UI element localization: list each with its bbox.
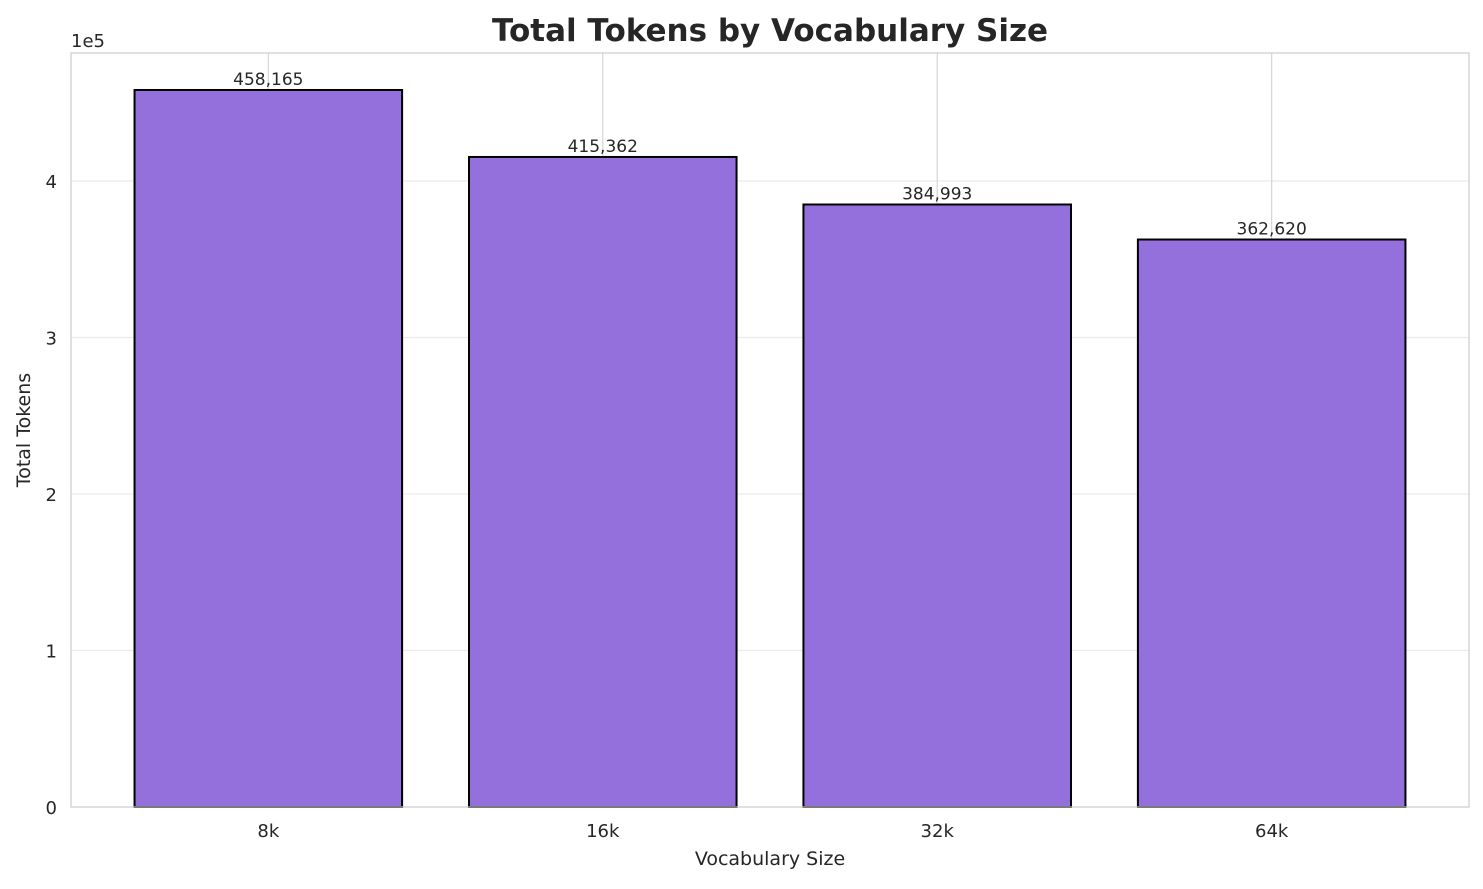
y-tick-label: 4 — [46, 172, 57, 193]
x-tick-label: 16k — [586, 821, 620, 842]
chart-title: Total Tokens by Vocabulary Size — [492, 13, 1048, 49]
data-label: 458,165 — [233, 70, 303, 90]
y-tick-label: 2 — [46, 485, 57, 506]
y-offset-label: 1e5 — [71, 31, 105, 52]
bar-32k — [802, 203, 1073, 809]
data-label: 384,993 — [902, 184, 972, 204]
data-label: 415,362 — [568, 137, 638, 157]
bar-64k — [1136, 238, 1407, 808]
x-tick-label: 64k — [1255, 821, 1289, 842]
data-label: 362,620 — [1237, 220, 1307, 240]
tick-labels: 0 1 2 3 4 8k 16k 32k 64k — [46, 172, 1289, 842]
y-tick-label: 3 — [46, 329, 57, 350]
bars — [133, 88, 1407, 809]
bar-8k — [133, 88, 404, 809]
y-tick-label: 1 — [46, 642, 57, 663]
bar-16k — [467, 155, 738, 808]
plot-frame — [70, 52, 1470, 808]
x-tick-label: 8k — [257, 821, 279, 842]
y-axis-label: Total Tokens — [13, 373, 35, 488]
x-axis-label: Vocabulary Size — [695, 848, 845, 870]
y-tick-label: 0 — [46, 798, 57, 819]
x-tick-label: 32k — [921, 821, 955, 842]
data-labels: 458,165 415,362 384,993 362,620 — [233, 70, 1307, 240]
